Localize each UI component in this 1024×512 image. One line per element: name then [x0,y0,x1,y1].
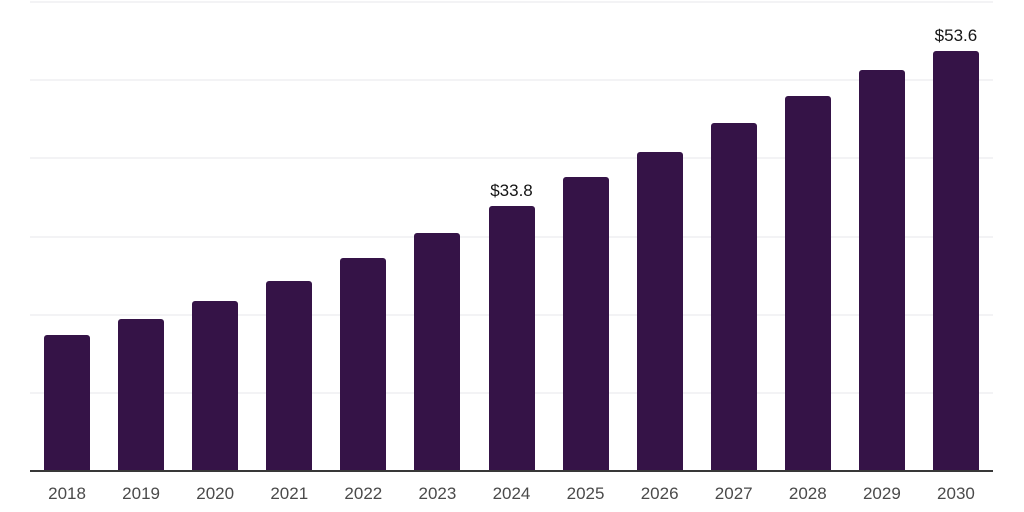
gridline-50 [30,79,993,82]
bar-2030 [932,51,979,470]
gridline-60 [30,1,993,3]
plot-area: $33.8 $53.6 [30,1,993,472]
x-tick-2018: 2018 [48,484,86,503]
x-tick-2025: 2025 [566,484,605,503]
x-tick-2023: 2023 [418,484,457,503]
bar-2029 [858,69,905,470]
x-axis-labels: 2018 2019 2020 2021 2022 2023 2024 2025 2026 2027… [30,484,993,508]
bar-2025 [562,176,609,470]
x-tick-2029: 2029 [862,484,901,503]
bar-2022 [340,258,387,470]
x-tick-2020: 2020 [196,484,235,503]
bar-2026 [636,151,683,470]
x-tick-2019: 2019 [122,484,160,503]
x-tick-2026: 2026 [640,484,679,503]
x-tick-2027: 2027 [714,484,753,503]
data-label-2024: $33.8 [490,180,533,200]
bar-2018 [44,334,91,470]
gridline-40 [30,157,993,160]
bar-2023 [414,233,461,470]
bar-2024 [488,205,535,470]
x-tick-2024: 2024 [492,484,531,503]
bar-2027 [710,122,757,470]
bar-2019 [118,319,165,470]
data-label-2030: $53.6 [934,26,978,46]
x-tick-2022: 2022 [344,484,383,503]
x-tick-2021: 2021 [270,484,309,503]
x-tick-2028: 2028 [788,484,827,503]
bar-2020 [192,301,239,470]
bar-2028 [784,95,831,470]
bar-2021 [266,280,313,470]
x-tick-2030: 2030 [937,484,975,503]
